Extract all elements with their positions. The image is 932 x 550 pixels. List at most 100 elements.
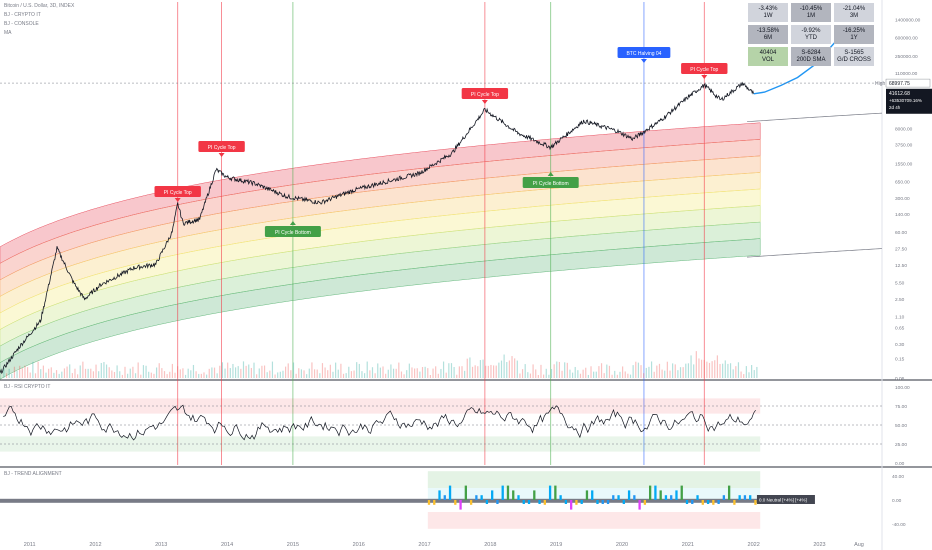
volume-bar (345, 373, 347, 378)
volume-bar (648, 366, 650, 378)
trend-bar (543, 500, 546, 505)
indicator-legend-2[interactable]: BJ - CONSOLE (4, 21, 39, 27)
volume-bar (482, 359, 484, 378)
volume-bar (574, 366, 576, 378)
volume-bar (16, 371, 18, 378)
price-tick-label: 250000.00 (895, 54, 918, 60)
volume-bar (271, 361, 274, 378)
trend-bar (506, 485, 510, 500)
volume-bar (727, 363, 729, 378)
volume-bar (148, 371, 150, 378)
trend-bar (727, 485, 731, 500)
momentum-tick-label: 0.00 (892, 498, 902, 504)
volume-bar (182, 368, 184, 378)
volume-bar (177, 366, 179, 378)
volume-bar (645, 367, 647, 378)
volume-bar (403, 374, 405, 378)
volume-bar (171, 363, 173, 378)
volume-bar (448, 363, 450, 378)
trend-bar (448, 485, 452, 500)
trend-bar (617, 495, 620, 500)
volume-bar (398, 362, 400, 378)
volume-bar (419, 371, 421, 378)
trend-bar (754, 500, 757, 505)
volume-bar (435, 366, 437, 378)
annotation-label: PI Cycle Top (154, 186, 201, 202)
volume-bar (90, 368, 92, 378)
volume-bar (461, 366, 463, 378)
price-tick-label: 140.00 (895, 212, 910, 218)
indicator-legend-1[interactable]: BJ - CRYPTO IT (4, 12, 41, 18)
volume-bar (408, 363, 410, 378)
volume-bar (63, 368, 66, 378)
trend-bar (554, 485, 557, 500)
volume-bar (735, 366, 737, 378)
annotation-text: PI Cycle Top (208, 145, 236, 151)
high-label: High (875, 81, 886, 87)
volume-bar (466, 358, 468, 378)
volume-bar (390, 364, 392, 378)
trend-bar (749, 495, 752, 500)
volume-bar (87, 368, 89, 378)
momentum-tick-label: -40.00 (892, 522, 906, 528)
volume-bar (585, 367, 587, 378)
volume-bar (519, 373, 521, 378)
volume-bar (321, 363, 324, 378)
x-tick-label: 2017 (418, 542, 430, 548)
volume-bar (84, 368, 87, 378)
annotation-text: BTC Halving 04 (626, 51, 661, 57)
volume-bar (682, 367, 684, 378)
volume-bar (703, 359, 705, 378)
volume-bars (3, 351, 758, 378)
volume-bar (571, 372, 574, 378)
price-tick-label: 0.30 (895, 342, 905, 348)
volume-bar (537, 374, 539, 378)
volume-bar (245, 365, 247, 378)
volume-bar (656, 365, 658, 378)
volume-bar (158, 363, 160, 378)
channel-line (747, 112, 883, 123)
volume-bar (119, 371, 121, 378)
volume-bar (3, 368, 5, 378)
price-tick-label: 1.10 (895, 315, 905, 321)
volume-bar (108, 367, 110, 378)
volume-bar (514, 358, 516, 378)
stat-label: 1M (806, 12, 816, 19)
annotation-label: PI Cycle Bottom (264, 221, 321, 237)
trend-bar (701, 500, 704, 505)
x-tick-label: 2014 (221, 542, 233, 548)
stat-cell: S-1565 G/D CROSS (834, 47, 874, 66)
volume-bar (724, 360, 726, 378)
volume-bar (92, 371, 95, 378)
volume-bar (729, 363, 732, 378)
volume-bar (369, 370, 371, 378)
volume-bar (379, 367, 381, 378)
trend-bar (712, 500, 715, 505)
trend-bar (717, 500, 720, 504)
volume-bar (743, 374, 745, 378)
volume-bar (26, 367, 29, 378)
trend-bar (559, 495, 562, 500)
x-tick-label: 2013 (155, 542, 167, 548)
indicator-legend-3[interactable]: MA (4, 30, 12, 36)
volume-bar (643, 373, 645, 378)
volume-bar (603, 373, 605, 378)
volume-bar (374, 373, 376, 378)
momentum-tick-label: 40.00 (892, 474, 904, 480)
volume-bar (187, 368, 189, 378)
x-tick-label: 2018 (484, 542, 496, 548)
stat-value: S-1565 (844, 49, 864, 56)
trend-bar (633, 495, 636, 500)
volume-bar (543, 374, 545, 378)
x-tick-label: 2022 (748, 542, 760, 548)
volume-bar (263, 365, 266, 378)
annotation-arrow (640, 59, 647, 63)
volume-bar (535, 369, 537, 378)
trend-bar (438, 490, 441, 500)
volume-bar (329, 364, 331, 378)
volume-bar (116, 365, 118, 378)
volume-bar (134, 373, 137, 378)
symbol-title[interactable]: Bitcoin / U.S. Dollar, 3D, INDEX (4, 3, 75, 9)
volume-bar (366, 361, 368, 378)
